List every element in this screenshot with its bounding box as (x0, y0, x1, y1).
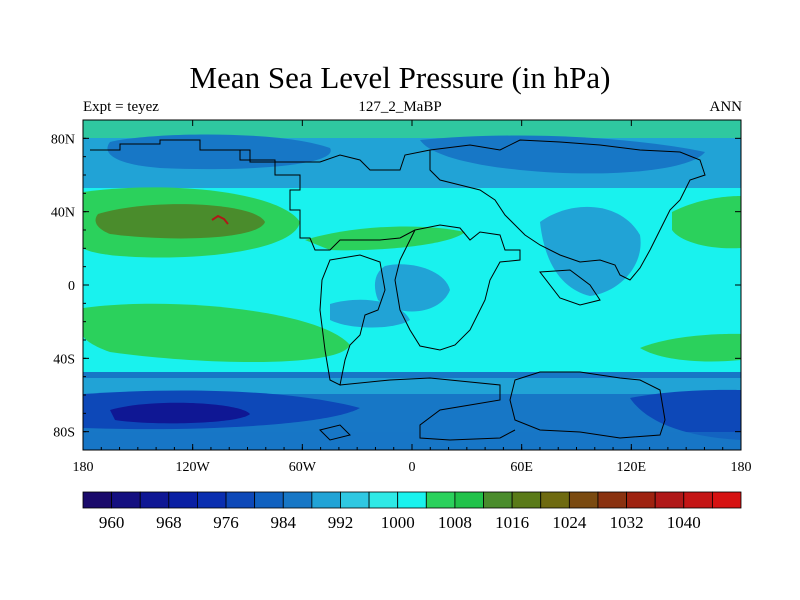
colorbar-swatch (654, 491, 685, 509)
x-tick-label: 0 (409, 460, 416, 475)
coast-greenland (205, 149, 431, 171)
colorbar-label: 1000 (381, 513, 415, 532)
y-tick-label: 0 (68, 279, 75, 294)
colorbar-label: 976 (213, 513, 239, 532)
colorbar-swatch (368, 491, 399, 509)
experiment-label: Expt = teyez (83, 99, 159, 115)
pressure-field (83, 120, 741, 450)
colorbar-swatch (711, 491, 742, 509)
colorbar-swatch (511, 491, 542, 509)
field-asia-low (540, 206, 641, 296)
y-tick-label: 80N (51, 132, 75, 147)
field-africa-low (374, 264, 450, 312)
colorbar-swatch (311, 491, 341, 509)
x-axis: 180 120W 60W 0 60E 120E 180 (73, 120, 752, 475)
coast-island-south (319, 424, 351, 441)
x-tick-label: 180 (731, 460, 752, 475)
field-siberia-low (420, 135, 705, 174)
colorbar-swatch (82, 491, 113, 509)
colorbar-label: 1024 (552, 513, 587, 532)
colorbar-swatch (254, 491, 284, 509)
colorbar-label: 992 (328, 513, 354, 532)
field-south-low-core (110, 402, 250, 424)
coast-eurasia (429, 139, 706, 281)
x-tick-label: 60W (289, 460, 317, 475)
field-npac-core (95, 204, 265, 239)
coast-antarctica (339, 377, 516, 441)
field-antarctic (83, 432, 741, 450)
coastlines (90, 139, 706, 441)
x-tick-label: 120W (176, 460, 211, 475)
x-tick-label: 120E (617, 460, 647, 475)
colorbar-label: 960 (99, 513, 125, 532)
colorbar-swatch (568, 491, 599, 509)
coast-south-america (319, 254, 386, 386)
field-south-belt-edge (83, 378, 741, 394)
colorbar-label: 1016 (495, 513, 529, 532)
coast-africa (394, 224, 521, 351)
colorbar-swatch (454, 491, 484, 509)
period-label: 127_2_MaBP (358, 99, 442, 115)
colorbar-swatch (168, 491, 198, 509)
coast-southeast-asia (539, 269, 601, 306)
season-label: ANN (709, 99, 743, 115)
colorbar-swatch (111, 491, 141, 509)
colorbar-swatch (225, 491, 256, 509)
colorbar-label: 968 (156, 513, 182, 532)
colorbar-label: 1032 (610, 513, 644, 532)
colorbar-swatch (139, 491, 170, 509)
colorbar-label: 1008 (438, 513, 472, 532)
colorbar-swatch (483, 491, 513, 509)
coast-australia (509, 371, 666, 439)
y-tick-label: 80S (53, 426, 75, 441)
colorbar-swatch (540, 491, 570, 509)
chart-title: Mean Sea Level Pressure (in hPa) (189, 60, 611, 95)
field-sind-high (640, 333, 741, 362)
colorbar-swatch (340, 491, 370, 509)
field-npac-peak (211, 214, 229, 225)
y-tick-label: 40N (51, 206, 75, 221)
x-tick-label: 180 (73, 460, 94, 475)
colorbar-swatch (282, 491, 313, 509)
colorbar-swatch (597, 491, 627, 509)
colorbar-swatch (683, 491, 713, 509)
colorbar-swatch (425, 491, 456, 509)
colorbar: 960 968 976 984 992 1000 1008 1016 1024 1032 1040 (82, 491, 742, 532)
colorbar-swatch (197, 491, 227, 509)
x-tick-label: 60E (510, 460, 533, 475)
field-south-low-east (630, 389, 741, 440)
coast-americas-north (90, 139, 416, 251)
field-natl-high-east (672, 195, 741, 249)
y-axis: 80N 40N 0 40S 80S (51, 119, 741, 451)
colorbar-label: 984 (271, 513, 297, 532)
colorbar-swatch (397, 491, 427, 509)
field-north-edge (83, 120, 741, 138)
y-tick-label: 40S (53, 352, 75, 367)
colorbar-label: 1040 (667, 513, 701, 532)
field-spac-high (83, 303, 350, 363)
field-natl-high (305, 226, 465, 251)
colorbar-swatch (626, 491, 656, 509)
